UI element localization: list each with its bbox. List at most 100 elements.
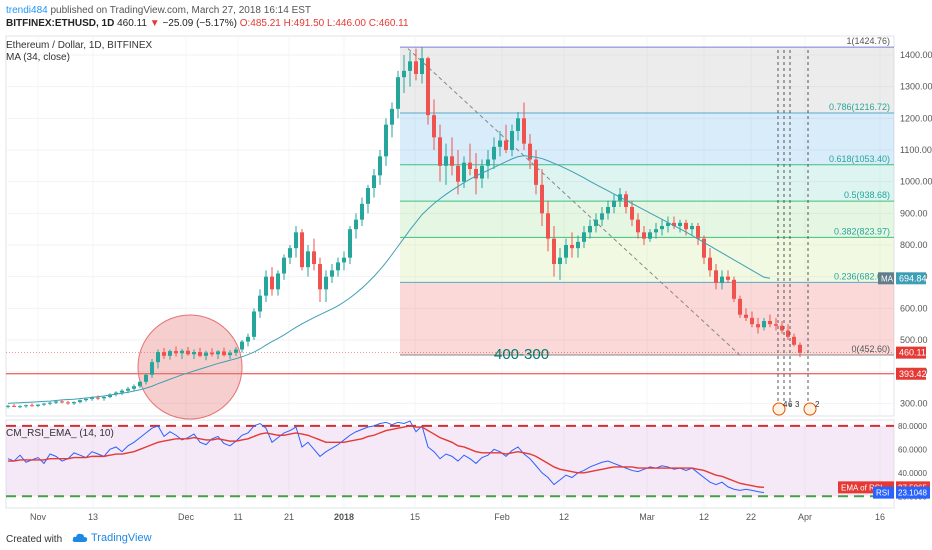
candle-body [66,402,70,404]
candle-body [378,156,382,176]
ma-legend[interactable]: MA (34, close) [6,52,70,63]
candle-body [414,61,418,74]
time-tick-label: Dec [178,512,195,522]
candle-body [390,108,394,125]
time-axis: Nov 13 Dec 11 21 2018 15 Feb 12 Mar 12 22 Apr 16 [30,512,885,522]
publication-header: trendi484 published on TradingView.com, … [0,0,932,34]
candle-body [564,245,568,258]
time-tick-label: Feb [494,512,510,522]
rsi-tick-label: 60.0000 [898,445,927,454]
price-axis-tag-label: 460.11 [899,348,926,358]
chart-title: Ethereum / Dollar, 1D, BITFINEX [6,40,153,51]
candle-body [432,115,436,138]
candle-body [438,137,442,166]
candle-body [798,344,802,353]
candle-body [216,351,220,355]
price-chart[interactable]: 1(1424.76) 0.786(1216.72) 0.618(1053.40) 0.… [0,0,932,530]
candle-body [606,207,610,214]
candle-body [384,124,388,157]
candle-body [576,241,580,249]
candle-body [318,264,322,290]
candle-body [720,276,724,283]
candle-body [480,165,484,179]
tradingview-logo[interactable]: TradingView [72,532,152,544]
price-change: −25.09 (−5.17%) [162,18,237,29]
candle-body [558,257,562,264]
candle-body [144,374,148,382]
candle-body [306,251,310,268]
fib-retracement: 1(1424.76) 0.786(1216.72) 0.618(1053.40) 0.… [6,36,894,420]
tradingview-brand: TradingView [91,532,152,544]
candle-body [504,140,508,150]
time-tick-label: Nov [30,512,47,522]
candle-body [264,276,268,296]
candle-body [192,352,196,355]
candle-body [756,324,760,328]
candle-body [762,321,766,328]
fib-level-label: 0.618(1053.40) [829,154,890,164]
event-count: 6 [788,400,793,409]
event-count: 4 [783,400,788,409]
rsi-axis-tag-label: 23.1048 [898,489,927,498]
candle-body [684,222,688,230]
candle-body [354,219,358,230]
created-with-text: Created with [6,534,63,545]
candle-body [696,226,700,239]
rsi-series-tag [873,486,894,499]
candle-body [138,381,142,387]
price-tick-label: 1400.00 [900,50,932,60]
candle-body [714,270,718,283]
candle-body [48,402,52,404]
time-tick-label: Mar [639,512,655,522]
fib-zone [400,47,894,114]
candle-body [270,276,274,290]
candle-body [780,325,784,331]
candle-body [168,351,172,356]
fib-level-label: 0.236(682.05) [834,271,890,281]
candles [6,47,802,409]
rsi-series-tag-label: RSI [876,489,889,498]
tradingview-cloud-icon [72,533,88,542]
fib-zone [400,282,894,356]
author-link[interactable]: trendi484 [6,5,48,16]
candle-body [402,70,406,78]
candle-body [648,232,652,239]
candle-body [36,404,40,406]
candle-body [42,403,46,405]
candle-body [630,207,634,220]
candle-body [258,295,262,312]
candle-body [12,405,16,407]
price-tick-label: 1000.00 [900,177,932,187]
candle-body [678,222,682,226]
candle-body [540,184,544,214]
candle-body [498,140,502,147]
price-tick-label: 1200.00 [900,113,932,123]
candle-body [672,222,676,226]
publication-info: trendi484 published on TradingView.com, … [6,5,311,16]
candle-body [132,386,136,389]
candle-body [588,226,592,233]
candle-body [312,251,316,264]
candle-body [18,406,22,408]
candle-body [30,405,34,407]
candle-body [516,118,520,131]
down-arrow-icon: ▼ [149,18,160,29]
fib-level-label: 1(1424.76) [846,36,890,46]
candle-body [474,169,478,179]
candle-body [336,262,340,271]
event-flag-icon [803,402,817,416]
fib-zone [400,113,894,165]
ma-axis-tag [878,272,894,285]
candle-body [186,350,190,355]
candle-body [372,175,376,188]
candle-body [666,222,670,226]
candle-body [702,238,706,258]
price-panel-border [5,35,895,417]
candle-body [786,330,790,337]
candle-body [774,324,778,326]
candle-body [330,270,334,277]
ema-of-rsi-line [8,425,765,489]
price-axis-tag [896,367,926,380]
rsi-legend[interactable]: CM_RSI_EMA_ (14, 10) [6,428,114,439]
